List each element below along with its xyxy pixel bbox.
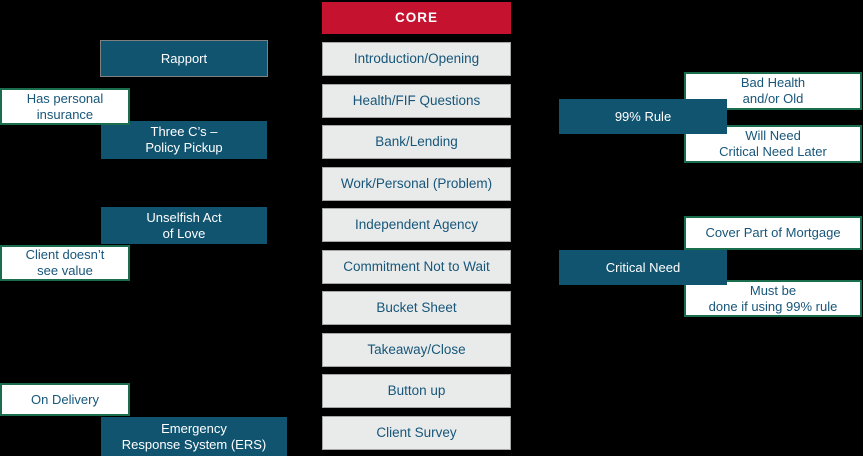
core-step-commitment-not-to-wait: Commitment Not to Wait [322,250,511,284]
core-step-independent-agency: Independent Agency [322,208,511,242]
core-step-bank-lending: Bank/Lending [322,125,511,159]
core-step-takeaway-close: Takeaway/Close [322,333,511,367]
stage-box-emergency-response-system: Emergency Response System (ERS) [101,417,287,456]
core-header: CORE [322,2,511,34]
core-step-introduction-opening: Introduction/Opening [322,42,511,76]
note-box-on-delivery: On Delivery [0,383,130,416]
note-box-must-be-done-if-using-99-rule: Must be done if using 99% rule [684,280,862,317]
stage-box-unselfish-act-of-love: Unselfish Act of Love [101,207,267,244]
note-box-cover-part-of-mortgage: Cover Part of Mortgage [684,216,862,250]
stage-box-99-percent-rule: 99% Rule [559,99,727,134]
core-step-client-survey: Client Survey [322,416,511,450]
stage-box-rapport: Rapport [100,40,268,77]
core-step-button-up: Button up [322,374,511,408]
note-box-client-doesnt-see-value: Client doesn’t see value [0,245,130,281]
core-step-work-personal-problem: Work/Personal (Problem) [322,167,511,201]
stage-box-three-cs-policy-pickup: Three C’s – Policy Pickup [101,121,267,159]
core-step-bucket-sheet: Bucket Sheet [322,291,511,325]
core-step-health-fif-questions: Health/FIF Questions [322,84,511,118]
stage-box-critical-need: Critical Need [559,250,727,285]
note-box-has-personal-insurance: Has personal insurance [0,88,130,125]
